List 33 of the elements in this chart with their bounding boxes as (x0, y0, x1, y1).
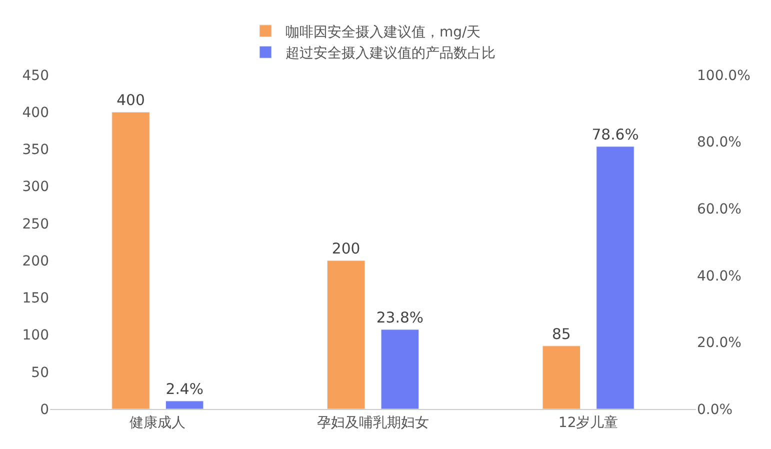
y-tick-label: 450 (22, 68, 49, 84)
bar (542, 346, 581, 409)
bar (326, 260, 366, 409)
y2-tick-label: 20.0% (697, 335, 742, 352)
y2-tick-label: 100.0% (697, 68, 750, 84)
y-tick-label: 150 (22, 290, 49, 307)
data-label: 400 (116, 92, 145, 110)
bar (165, 400, 204, 409)
y-tick-label: 250 (22, 216, 49, 232)
y-tick-label: 400 (22, 105, 49, 122)
y-tick-label: 50 (31, 364, 49, 381)
bar (596, 146, 634, 409)
data-label: 200 (332, 240, 360, 258)
y-tick-label: 350 (22, 142, 49, 158)
data-label: 85 (552, 326, 571, 343)
x-tick-label: 孕妇及哺乳期妇女 (317, 414, 429, 431)
y-tick-label: 100 (22, 328, 49, 344)
data-label: 23.8% (376, 310, 424, 327)
bar (112, 112, 150, 409)
legend-label: 超过安全摄入建议值的产品数占比 (286, 46, 496, 62)
y2-tick-label: 0.0% (697, 402, 733, 418)
data-label: 2.4% (166, 381, 204, 398)
y-tick-label: 0 (40, 402, 49, 418)
y-tick-label: 300 (22, 179, 49, 196)
x-tick-label: 健康成人 (130, 414, 186, 431)
x-tick-label: 12岁儿童 (558, 414, 618, 431)
y2-tick-label: 60.0% (697, 202, 742, 218)
y-tick-label: 200 (22, 253, 49, 270)
legend-label: 咖啡因安全摄入建议值，mg/天 (286, 24, 481, 40)
y2-tick-label: 40.0% (697, 268, 742, 284)
y2-tick-label: 80.0% (697, 134, 742, 151)
bar (380, 329, 420, 409)
data-label: 78.6% (592, 126, 639, 144)
